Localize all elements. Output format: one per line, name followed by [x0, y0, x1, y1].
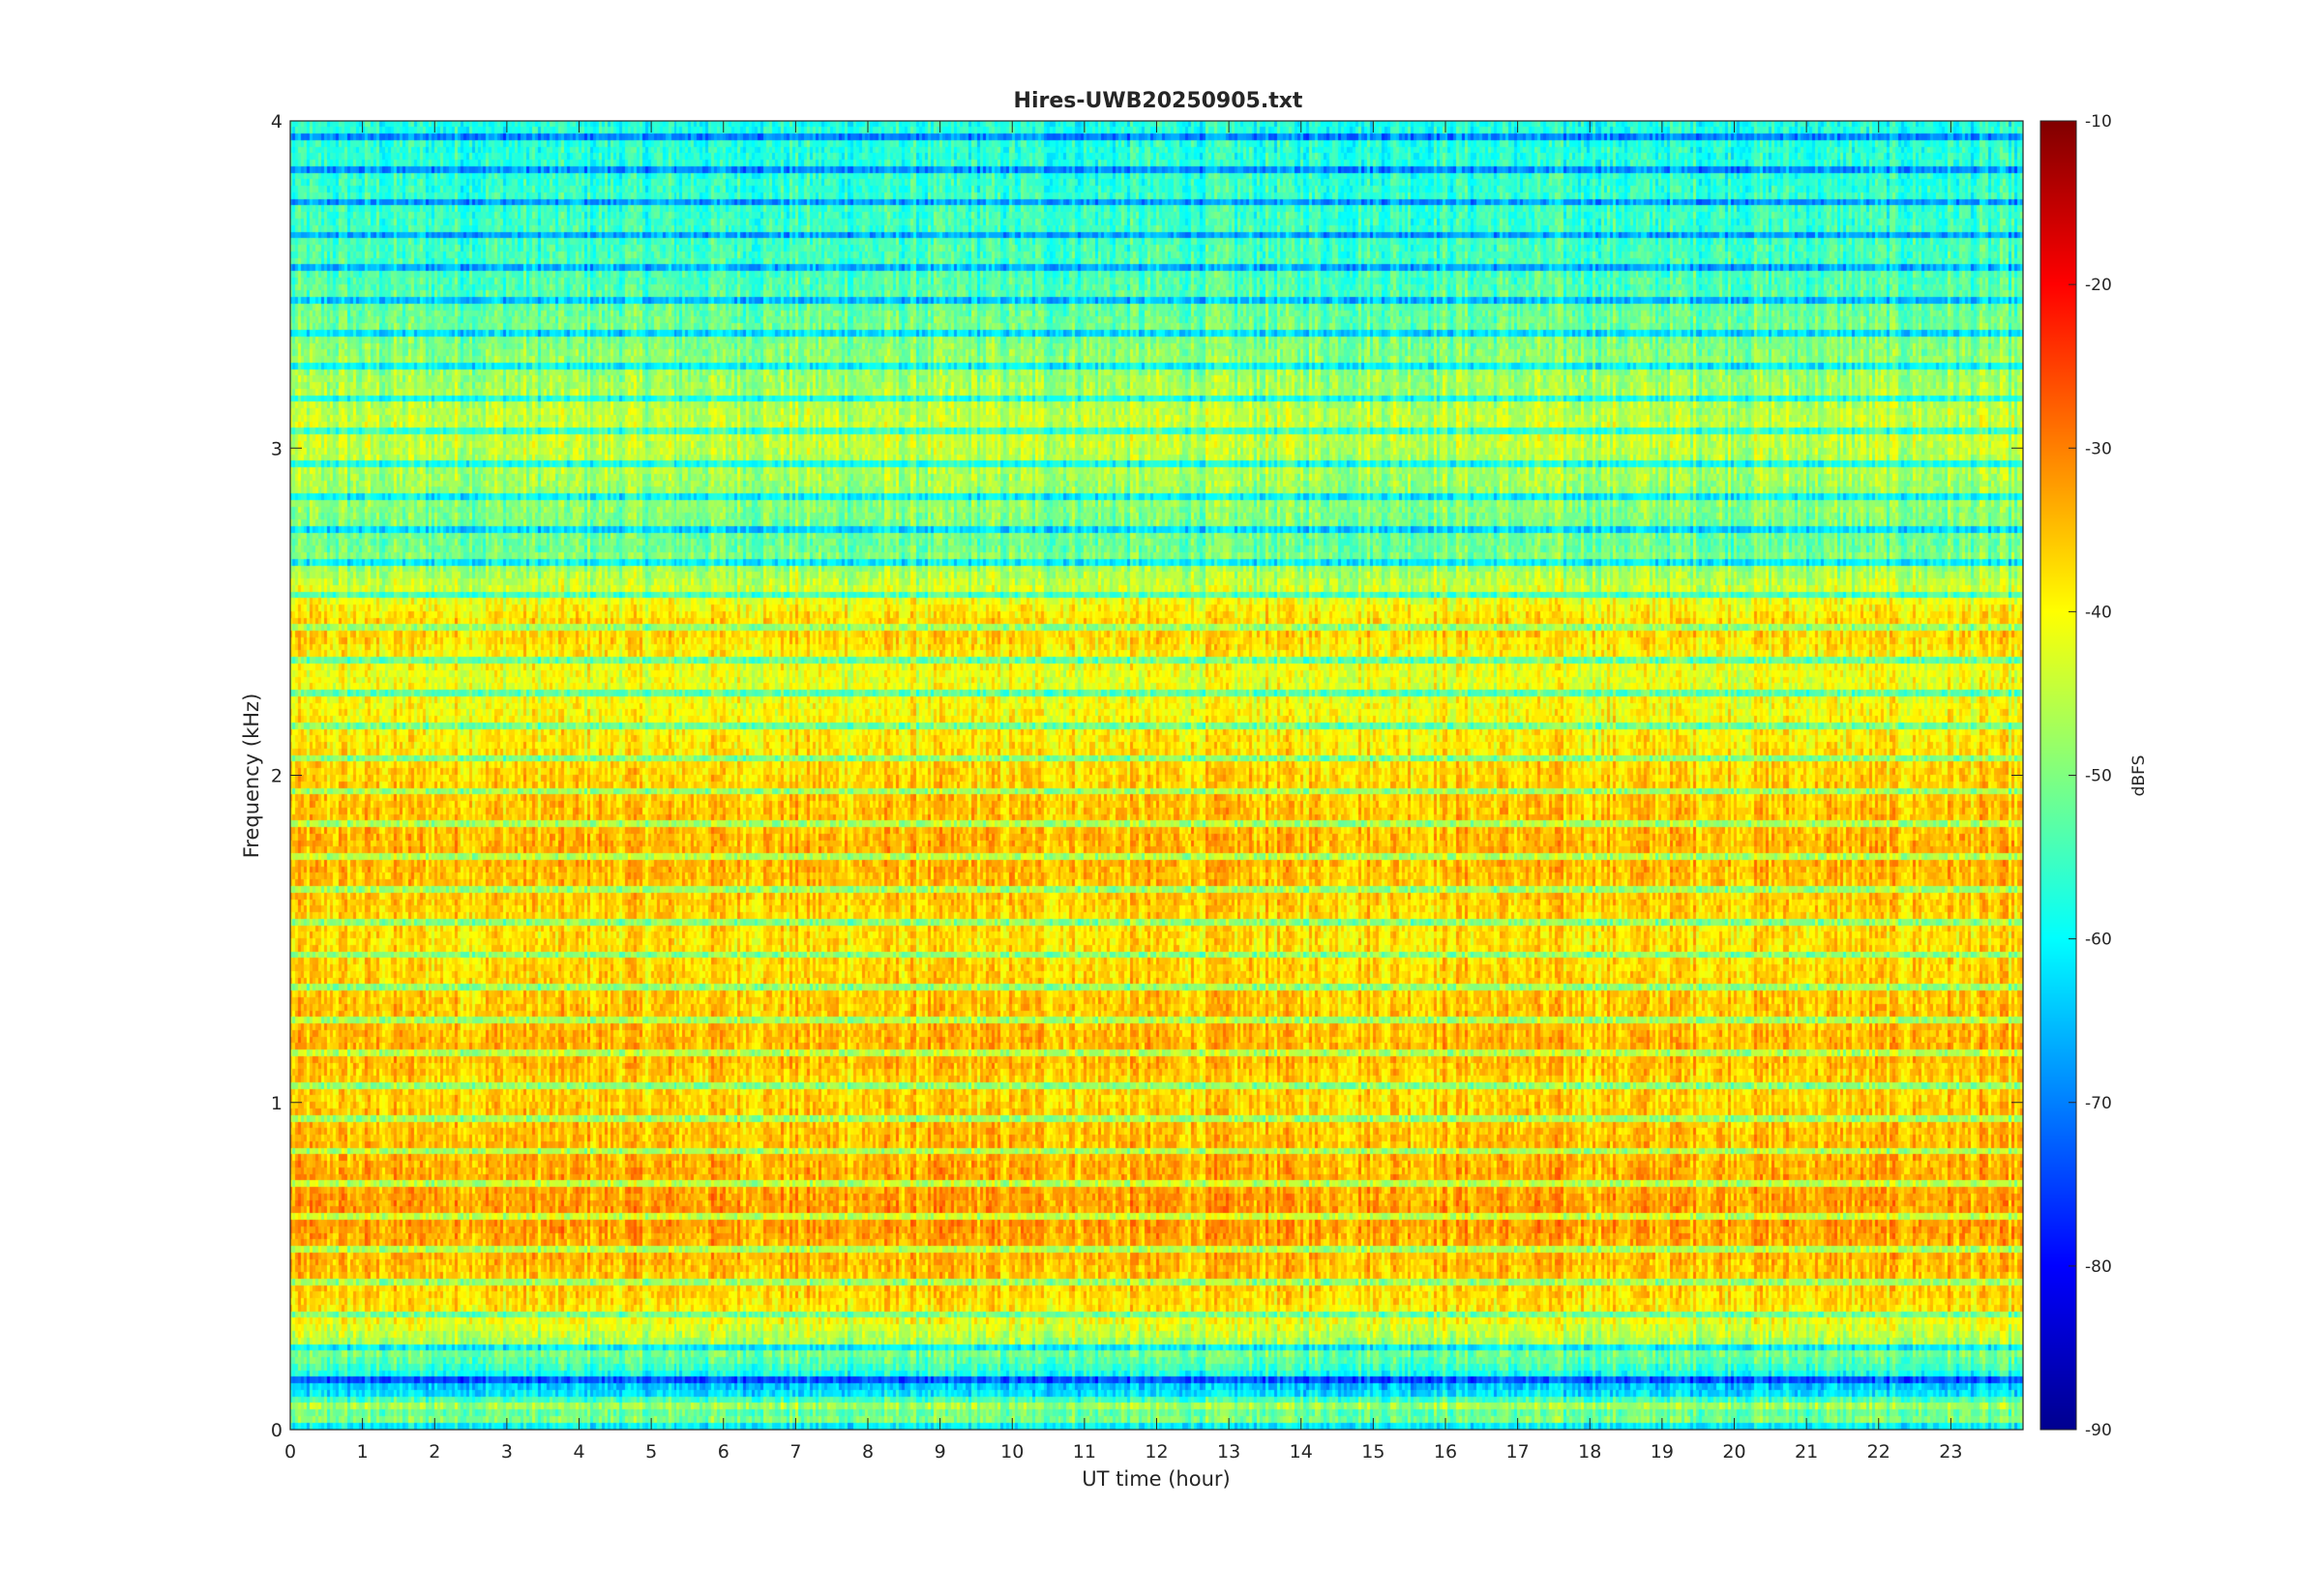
colorbar-label: dBFS: [2129, 755, 2149, 797]
x-tick-label: 0: [284, 1441, 296, 1463]
x-tick-label: 1: [357, 1441, 369, 1463]
colorbar-tick-label: -40: [2085, 603, 2112, 622]
colorbar-tick-label: -50: [2085, 767, 2112, 786]
x-tick-label: 20: [1722, 1441, 1745, 1463]
x-tick-label: 13: [1217, 1441, 1240, 1463]
y-tick-label: 4: [271, 111, 283, 133]
y-tick-label: 2: [271, 766, 283, 787]
x-tick-label: 5: [645, 1441, 657, 1463]
chart-title: Hires-UWB20250905.txt: [1014, 89, 1303, 113]
x-tick-label: 2: [429, 1441, 440, 1463]
x-tick-label: 11: [1073, 1441, 1096, 1463]
x-tick-label: 16: [1434, 1441, 1457, 1463]
x-tick-label: 6: [718, 1441, 729, 1463]
x-tick-label: 23: [1939, 1441, 1962, 1463]
x-tick-label: 7: [789, 1441, 801, 1463]
spectrogram-heatmap: [290, 121, 2023, 1430]
x-tick-label: 19: [1651, 1441, 1674, 1463]
colorbar-tick-label: -20: [2085, 276, 2112, 295]
x-tick-label: 8: [862, 1441, 874, 1463]
x-tick-label: 22: [1867, 1441, 1890, 1463]
colorbar-tick-label: -70: [2085, 1094, 2112, 1113]
y-axis-label: Frequency (kHz): [240, 694, 263, 859]
x-axis-label: UT time (hour): [1082, 1467, 1230, 1491]
y-tick-label: 1: [271, 1093, 283, 1114]
x-tick-label: 9: [935, 1441, 946, 1463]
colorbar: -90 -80 -70 -60 -50 -40 -30 -20 -10 dBFS: [2039, 112, 2149, 1440]
x-tick-label: 14: [1290, 1441, 1313, 1463]
x-tick-label: 10: [1000, 1441, 1024, 1463]
x-tick-label: 4: [573, 1441, 584, 1463]
x-tick-label: 17: [1506, 1441, 1530, 1463]
colorbar-tick-label: -30: [2085, 439, 2112, 458]
y-tick-label: 0: [271, 1420, 283, 1441]
y-tick-label: 3: [271, 438, 283, 459]
colorbar-tick-label: -80: [2085, 1257, 2112, 1277]
x-tick-label: 21: [1795, 1441, 1818, 1463]
x-tick-label: 15: [1361, 1441, 1384, 1463]
y-axis: 0 1 2 3 4: [271, 111, 2023, 1441]
x-tick-label: 3: [501, 1441, 513, 1463]
x-tick-label: 18: [1578, 1441, 1601, 1463]
x-axis: 0 1 2 3 4 5 6 7 8 9 10 11 12 13 14 15 16 17 18 19 20 21 22 23: [284, 121, 1962, 1463]
colorbar-tick-label: -90: [2085, 1421, 2112, 1440]
x-tick-label: 12: [1145, 1441, 1168, 1463]
plot-area: [289, 120, 2024, 1431]
colorbar-tick-label: -60: [2085, 931, 2112, 950]
colorbar-tick-label: -10: [2085, 112, 2112, 132]
colorbar-ticks: -90 -80 -70 -60 -50 -40 -30 -20 -10: [2069, 112, 2112, 1440]
